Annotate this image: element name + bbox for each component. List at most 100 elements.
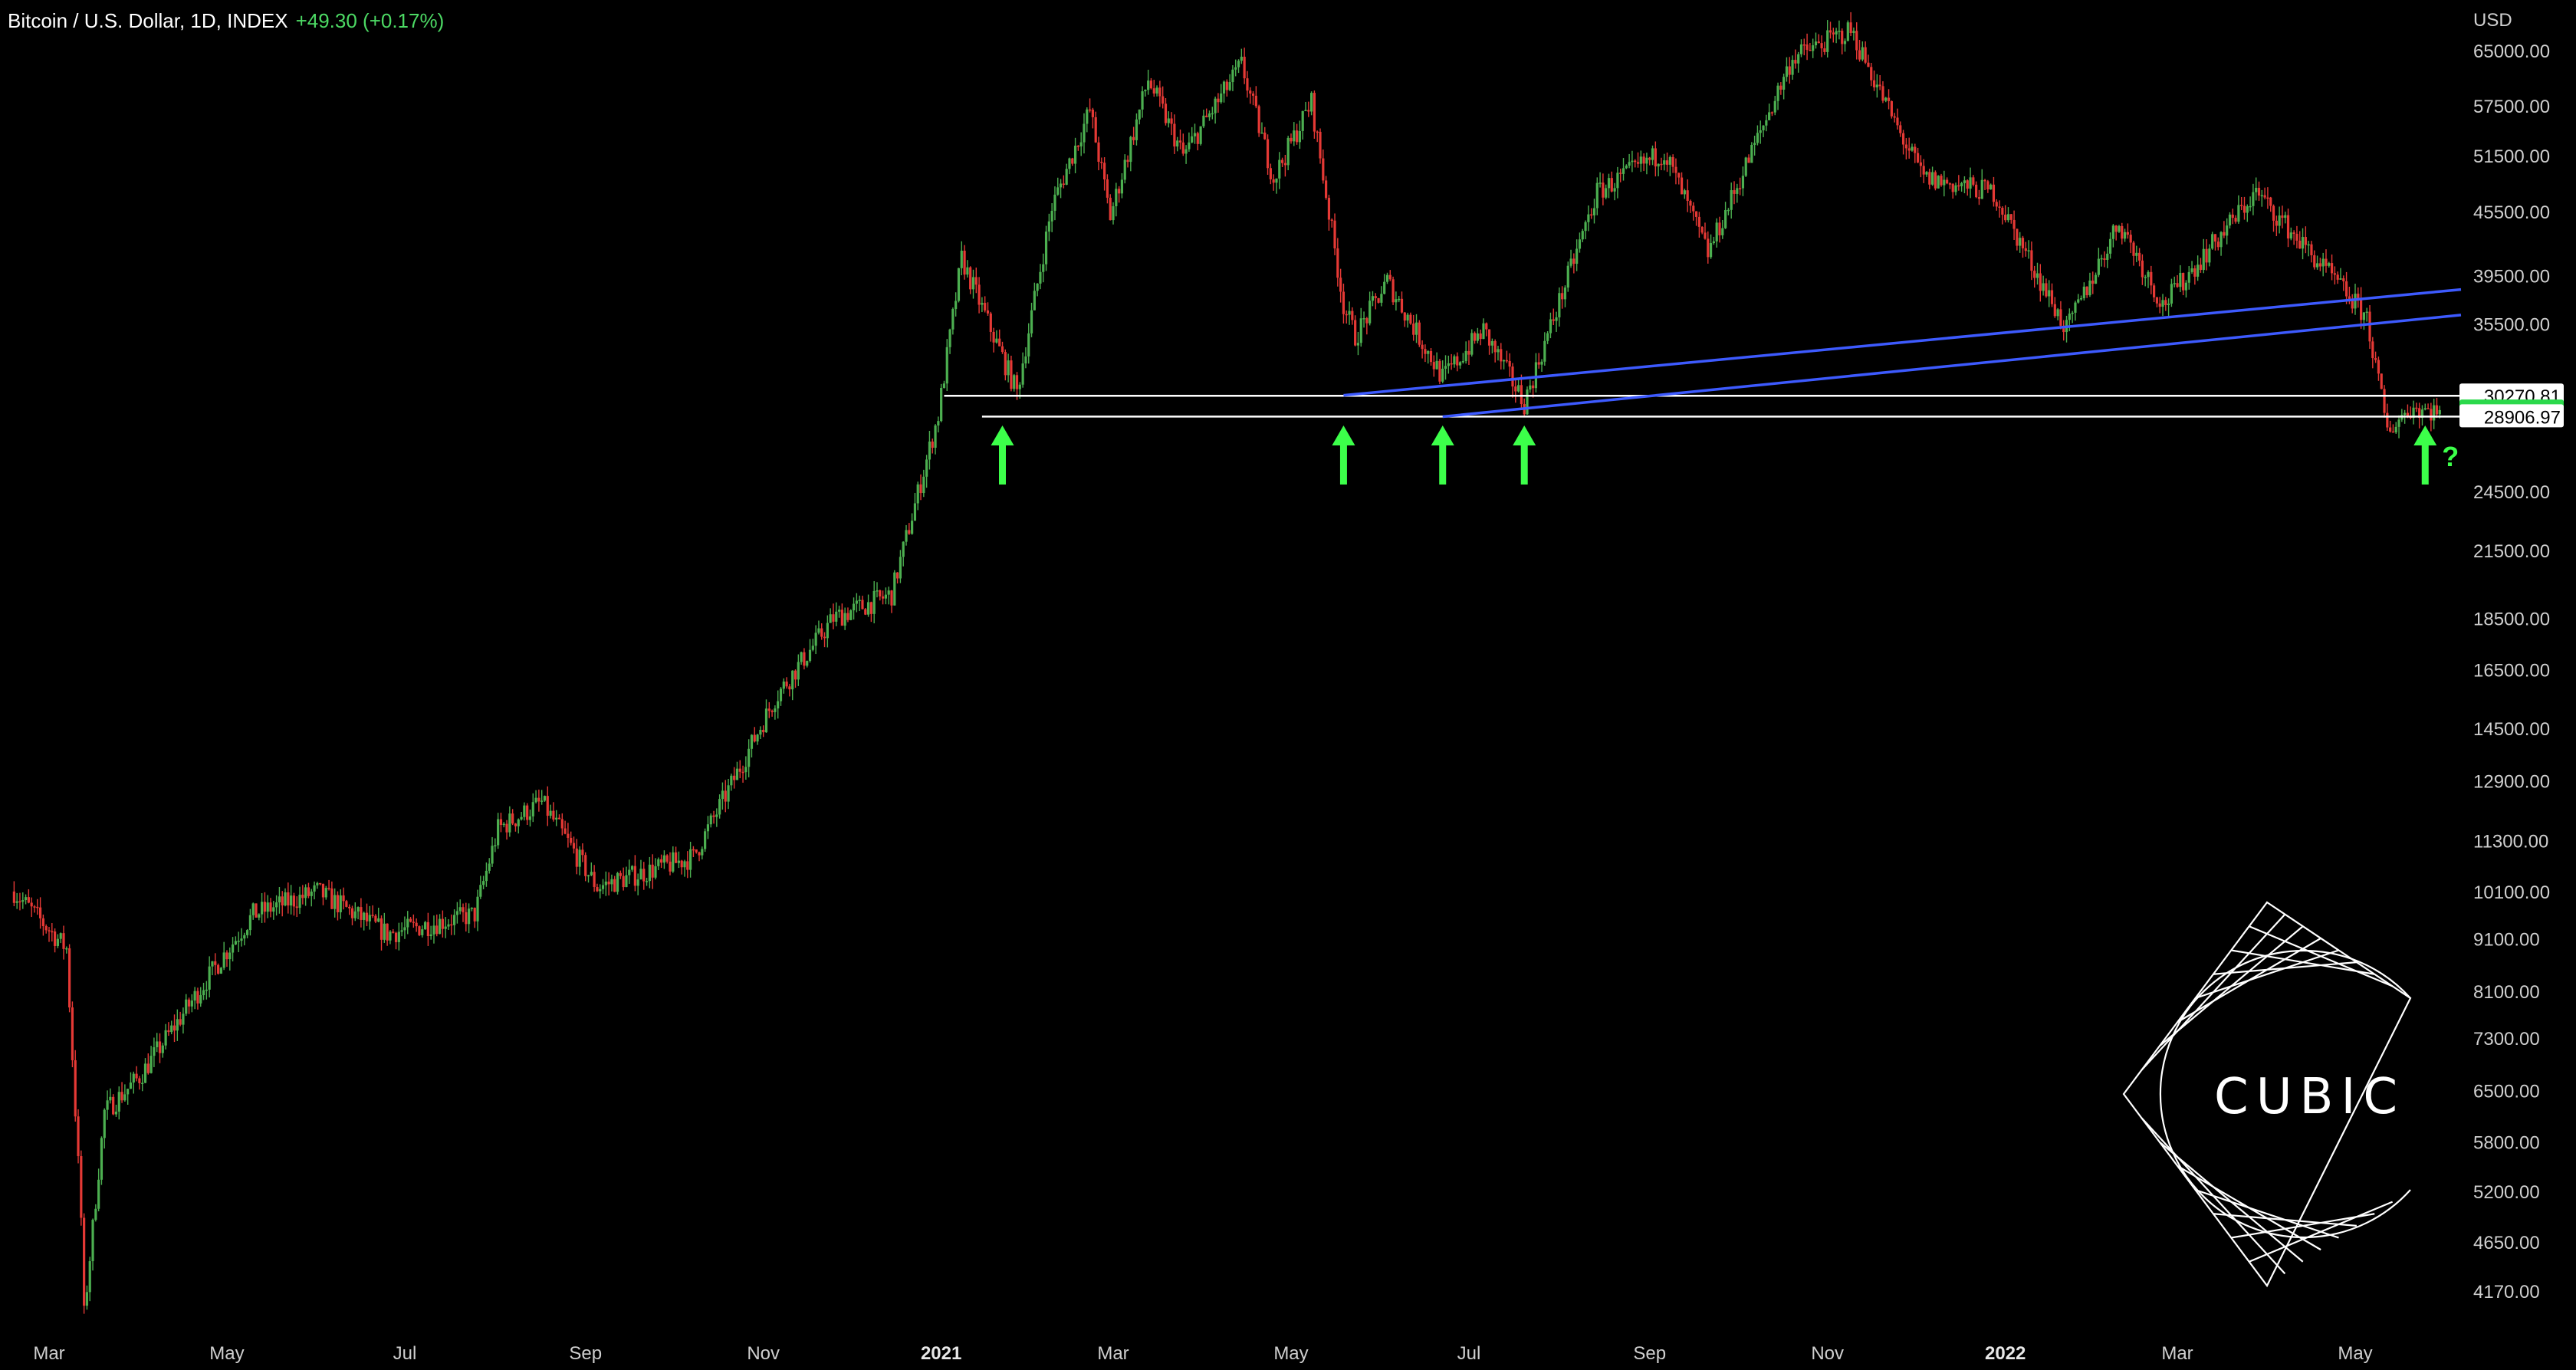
candle-body	[2190, 268, 2193, 272]
candle-body	[383, 923, 386, 940]
candle-body	[185, 999, 188, 1014]
candle-body	[2071, 312, 2074, 314]
candle-body	[1010, 360, 1013, 389]
candle-body	[1532, 385, 1535, 389]
candle-body	[1718, 222, 1721, 235]
candle-body	[199, 995, 202, 1004]
candle-body	[1849, 22, 1852, 34]
candle-body	[97, 1179, 100, 1209]
candle-body	[1802, 44, 1806, 46]
candle-body	[1750, 144, 1753, 163]
candle-body	[1517, 385, 1520, 392]
candle-body	[1852, 31, 1855, 34]
candle-body	[132, 1073, 135, 1083]
candle-body	[1972, 177, 1975, 185]
candle-body	[680, 860, 683, 868]
candle-body	[1214, 98, 1217, 113]
candle-body	[911, 521, 914, 534]
candle-body	[103, 1109, 106, 1138]
candle-body	[400, 930, 403, 932]
candle-body	[1398, 298, 1401, 301]
candle-body	[2059, 309, 2062, 326]
candle-body	[2389, 427, 2392, 432]
candle-body	[1076, 146, 1079, 147]
candle-body	[1278, 159, 1281, 179]
candle-body	[1960, 182, 1963, 186]
candle-body	[403, 927, 406, 931]
x-axis: Mar May Jul Sep Nov 2021 Mar May Jul Sep Nov 2022 Ma…	[33, 1343, 2372, 1364]
candle-body	[1838, 31, 1841, 32]
candle-body	[1730, 190, 1733, 210]
candle-body	[584, 855, 587, 876]
candle-body	[1899, 125, 1902, 133]
candle-body	[2106, 253, 2109, 260]
candle-body	[832, 614, 835, 622]
candle-body	[2100, 258, 2103, 260]
candle-body	[683, 861, 686, 868]
candle-body	[432, 925, 435, 935]
candle-body	[394, 932, 398, 942]
candle-body	[788, 686, 791, 690]
candle-body	[1249, 90, 1252, 94]
candle-body	[1940, 176, 1943, 186]
candle-body	[356, 907, 360, 912]
candle-body	[1700, 226, 1704, 233]
candle-body	[1356, 343, 1360, 346]
trend-line	[1343, 287, 2462, 397]
candle-body	[1482, 323, 1485, 340]
candle-body	[1826, 30, 1829, 52]
candle-body	[1065, 169, 1068, 185]
candle-body	[1088, 109, 1092, 111]
candle-body	[24, 897, 28, 901]
candle-body	[1147, 80, 1150, 90]
candle-body	[187, 999, 191, 1007]
candle-body	[1208, 113, 1211, 117]
candle-body	[2394, 426, 2397, 432]
candle-body	[1181, 142, 1184, 154]
candle-body	[1257, 106, 1260, 133]
candle-body	[896, 572, 899, 579]
candle-body	[1071, 158, 1074, 164]
candle-body	[1118, 189, 1121, 194]
candle-body	[44, 926, 48, 931]
candle-body	[1739, 188, 1742, 189]
candle-body	[368, 915, 371, 922]
candle-body	[2053, 304, 2056, 317]
candle-body	[2433, 405, 2436, 421]
candle-body	[1990, 184, 1993, 190]
candle-body	[2242, 205, 2246, 213]
candle-body	[654, 866, 657, 878]
candle-body	[1086, 109, 1089, 124]
candle-body	[491, 846, 494, 864]
arrow-question-mark: ?	[2442, 441, 2459, 472]
candle-body	[829, 614, 832, 623]
candle-body	[2091, 281, 2095, 284]
candle-body	[777, 701, 780, 709]
candle-body	[1307, 110, 1310, 112]
candle-body	[1546, 333, 1549, 341]
candle-body	[2278, 215, 2281, 226]
candle-body	[2147, 271, 2150, 278]
x-tick-label: Mar	[1097, 1343, 1129, 1364]
candle-body	[1576, 248, 1579, 264]
candle-body	[1581, 231, 1584, 240]
candle-body	[1744, 157, 1747, 176]
candle-body	[1768, 112, 1771, 120]
logo-arc	[2159, 949, 2411, 1239]
y-tick-label: 16500.00	[2473, 661, 2550, 682]
x-tick-label: May	[1273, 1343, 1308, 1364]
candle-body	[2170, 284, 2174, 304]
candle-body	[955, 301, 958, 310]
candle-body	[371, 915, 374, 916]
logo-string	[2231, 1213, 2375, 1239]
candle-body	[1388, 274, 1392, 280]
candle-body	[1319, 131, 1322, 159]
candle-body	[1109, 197, 1112, 221]
candle-body	[143, 1063, 147, 1083]
candle-body	[1783, 77, 1786, 90]
candle-body	[1091, 110, 1094, 117]
candle-body	[1429, 350, 1433, 363]
candle-body	[2380, 373, 2383, 389]
candle-body	[1371, 296, 1375, 301]
